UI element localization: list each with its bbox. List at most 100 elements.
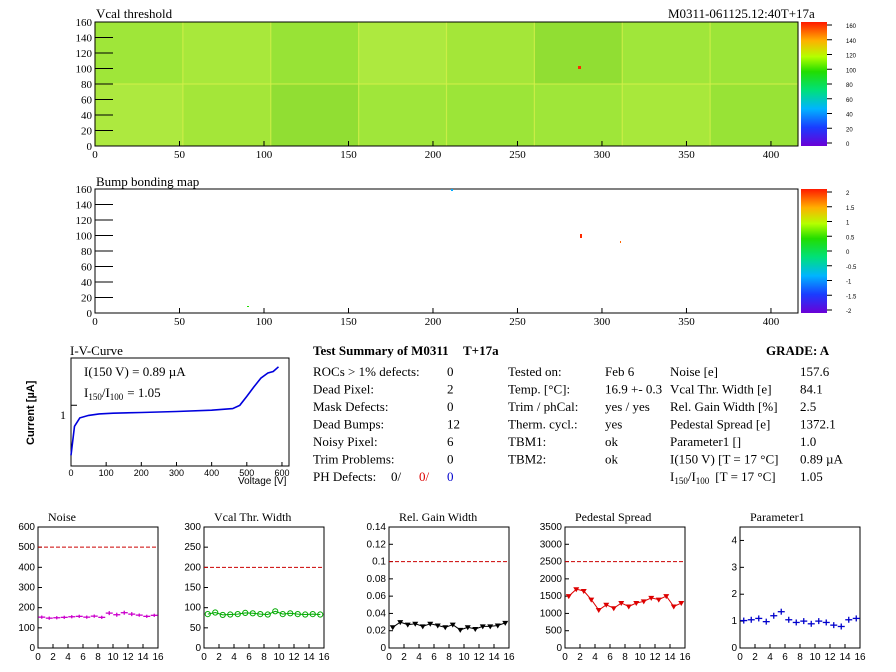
bump-bonding-map: Bump bonding map 0 50 100 150 200 250 300 350 40… [76,174,858,328]
chart-frame [388,526,510,649]
bump-defect-1 [580,234,582,238]
bump-map-title: Bump bonding map [96,174,199,189]
bump-palette-ticks: -2 -1.5 -1 -0.5 0 0.5 1 1.5 2 [827,191,857,315]
iv-x-tick-label: 300 [169,468,184,478]
x-tick-label: 150 [340,316,357,328]
y-tick-label: 600 [18,522,35,533]
summary-left-label: Noisy Pixel: [313,434,378,449]
palette-tick-label: 100 [846,68,857,74]
y-tick-label: 0 [29,643,35,654]
x-tick-label: 6 [431,652,437,663]
palette-tick-label: -1 [846,280,852,286]
x-tick-label: 0 [737,652,743,663]
y-tick-label: 3500 [540,522,563,533]
palette-tick-label: 0 [846,142,850,148]
test-summary: Test Summary of M0311 T+17a GRADE: A ROC… [313,343,843,486]
roc-block [358,22,447,84]
palette-tick-label: 1 [846,221,850,227]
summary-right-label: Noise [e] [670,364,718,379]
x-tick-label: 10 [107,652,119,663]
data-point [442,625,449,631]
data-point [479,624,486,630]
x-tick-label: 2 [752,652,758,663]
summary-left-column: ROCs > 1% defects: 0 Dead Pixel: 2 Mask Defe… [313,364,460,467]
palette-tick-label: 60 [846,98,853,104]
x-tick-label: 350 [678,316,695,328]
y-tick-label: 50 [190,623,202,634]
data-point [204,611,211,618]
y-tick-label: 160 [76,17,93,29]
x-tick-label: 8 [446,652,452,663]
palette-tick-label: 120 [846,54,857,60]
data-point [472,626,479,632]
palette-tick-label: 160 [846,24,857,30]
data-point [670,604,677,610]
y-tick-label: 160 [76,184,93,196]
data-point [655,597,662,603]
data-point [279,611,286,618]
y-tick-label: 100 [76,64,93,76]
summary-middle-label: TBM2: [508,452,546,467]
data-point [212,609,219,616]
x-tick-label: 200 [425,316,442,328]
summary-grade: GRADE: A [766,343,830,358]
y-tick-label: 0.06 [367,591,387,602]
x-tick-label: 0 [92,316,98,328]
y-tick-label: 0 [195,643,201,654]
vcal-map-title: Vcal threshold [96,6,173,21]
y-tick-label: 60 [81,262,93,274]
roc-block [622,22,711,84]
y-tick-label: 0 [731,643,737,654]
chart-title: Rel. Gain Width [399,510,477,524]
summary-middle-value: yes / yes [605,399,650,414]
data-point [234,611,241,618]
summary-right-value: 0.89 µA [800,452,843,467]
iv-axes: 0 100 200 300 400 500 600 [68,404,289,478]
x-tick-label: 10 [273,652,285,663]
x-tick-label: 0 [386,652,392,663]
y-tick-label: 150 [184,583,201,594]
iv-annotation-current: I(150 V) = 0.89 µA [84,364,186,379]
iv-x-tick-label: 600 [274,468,289,478]
x-tick-label: 4 [231,652,237,663]
roc-block [182,22,271,84]
palette-tick-label: -2 [846,309,852,315]
vcal-hot-pixel [578,66,581,69]
y-tick-label: 140 [76,33,93,45]
x-tick-label: 0 [35,652,41,663]
iv-x-tick-label: 400 [204,468,219,478]
x-tick-label: 16 [503,652,515,663]
data-point [219,611,226,619]
data-point [412,621,419,627]
summary-left-value: 0 [447,452,454,467]
data-point [618,601,625,607]
chart-frame [739,526,861,649]
series-line [207,610,321,616]
y-tick-label: 2500 [540,557,563,568]
vcal-roc-blocks [94,22,799,146]
roc-block [270,84,359,146]
iv-curve-panel: I-V-Curve I(150 V) = 0.89 µA I150/I100 = … [25,343,290,487]
data-point [588,597,595,603]
summary-left-label: ROCs > 1% defects: [313,364,420,379]
y-tick-label: 60 [81,95,93,107]
x-tick-label: 4 [592,652,598,663]
data-point [464,625,471,631]
data-point [663,594,670,600]
summary-middle-label: Trim / phCal: [508,399,578,414]
y-tick-label: 20 [81,293,93,305]
x-tick-label: 16 [152,652,164,663]
data-point [427,621,434,627]
vcal-threshold-map: Vcal threshold M0311-061125.12:40T+17a 0… [76,6,857,161]
ph-defects-value-3: 0 [447,469,454,484]
y-tick-label: 100 [184,603,201,614]
x-tick-label: 0 [92,149,98,161]
chart-frame [564,526,686,649]
summary-middle-label: Therm. cycl.: [508,417,578,432]
x-tick-label: 50 [174,316,186,328]
chart-title: Parameter1 [750,510,805,524]
y-tick-label: 0.12 [367,539,387,550]
data-point [678,601,685,607]
x-tick-label: 8 [95,652,101,663]
x-tick-label: 300 [594,316,611,328]
